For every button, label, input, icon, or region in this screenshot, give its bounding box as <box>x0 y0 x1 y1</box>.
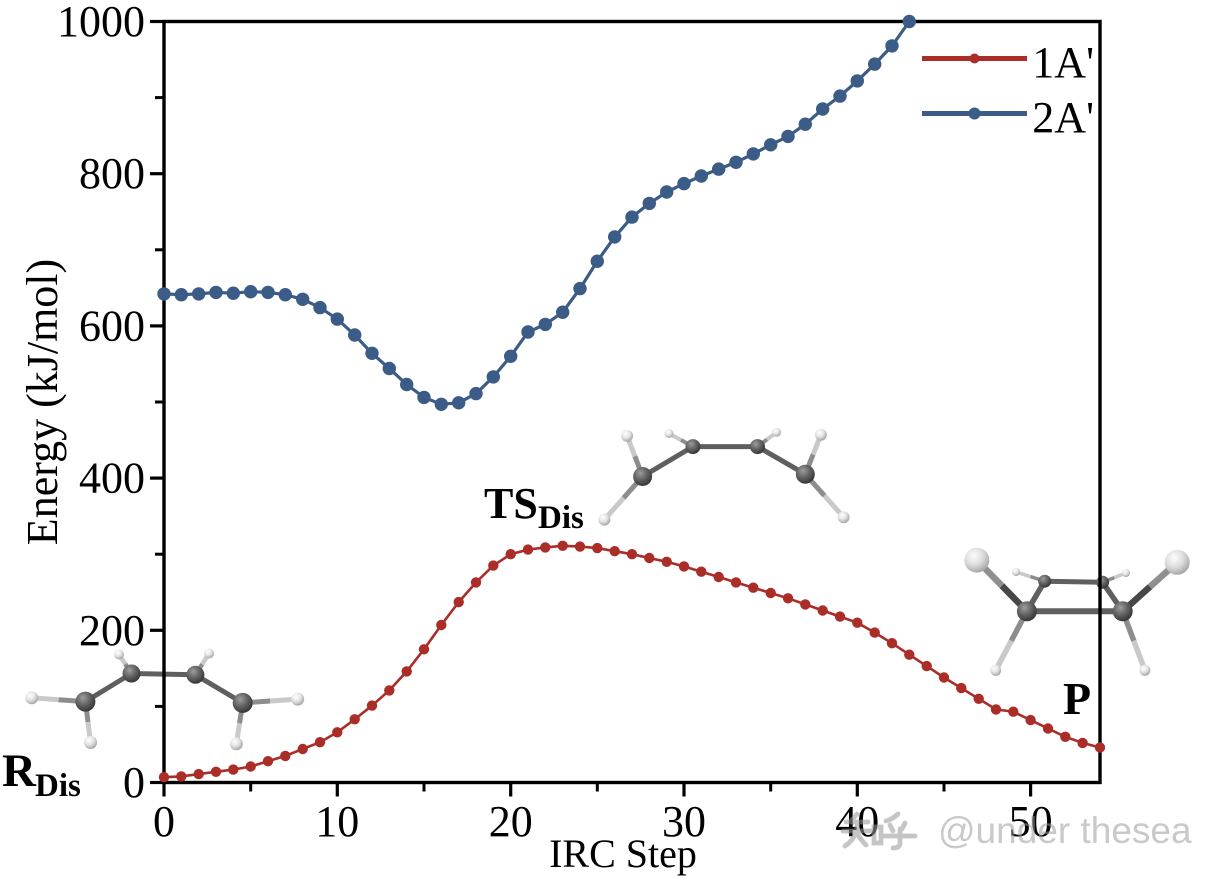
svg-text:20: 20 <box>489 797 533 846</box>
svg-text:IRC Step: IRC Step <box>549 831 697 876</box>
svg-text:1000: 1000 <box>57 0 145 46</box>
svg-text:R: R <box>2 745 37 797</box>
svg-text:Dis: Dis <box>35 768 81 804</box>
svg-text:30: 30 <box>662 797 706 846</box>
svg-text:600: 600 <box>79 301 145 350</box>
svg-text:50: 50 <box>1009 797 1053 846</box>
svg-text:0: 0 <box>153 797 175 846</box>
svg-text:Dis: Dis <box>538 500 584 536</box>
svg-text:@under thesea: @under thesea <box>938 810 1192 851</box>
svg-text:800: 800 <box>79 149 145 198</box>
svg-text:P: P <box>1063 673 1091 724</box>
svg-text:200: 200 <box>79 606 145 655</box>
svg-text:0: 0 <box>123 758 145 807</box>
svg-text:400: 400 <box>79 454 145 503</box>
svg-text:10: 10 <box>315 797 359 846</box>
svg-text:1A': 1A' <box>1032 38 1094 87</box>
svg-text:TS: TS <box>484 479 538 528</box>
svg-text:2A': 2A' <box>1032 93 1094 142</box>
svg-text:Energy (kJ/mol): Energy (kJ/mol) <box>18 259 67 545</box>
